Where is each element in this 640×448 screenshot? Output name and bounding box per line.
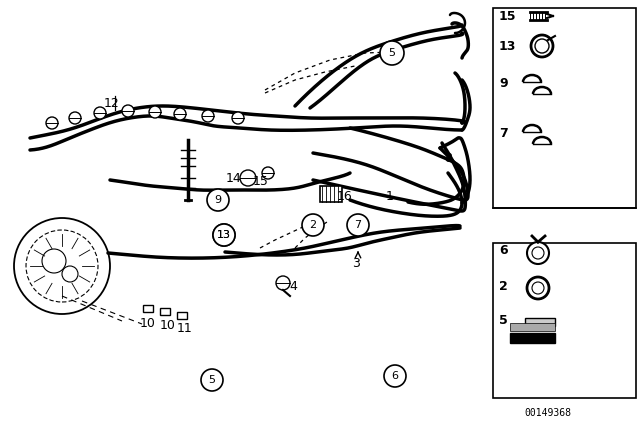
Bar — [143, 305, 153, 311]
Bar — [493, 243, 636, 398]
Bar — [493, 8, 636, 208]
Text: 15: 15 — [253, 175, 269, 188]
Circle shape — [149, 106, 161, 118]
Text: 6: 6 — [392, 371, 399, 381]
Circle shape — [69, 112, 81, 124]
Text: 7: 7 — [499, 126, 508, 139]
Circle shape — [46, 117, 58, 129]
Text: 5: 5 — [388, 48, 396, 58]
Text: 13: 13 — [217, 230, 231, 240]
Text: 5: 5 — [499, 314, 508, 327]
Circle shape — [532, 282, 544, 294]
Text: 4: 4 — [289, 280, 297, 293]
Bar — [177, 311, 187, 319]
Bar — [510, 323, 555, 331]
Circle shape — [94, 107, 106, 119]
Text: 2: 2 — [499, 280, 508, 293]
Circle shape — [202, 110, 214, 122]
Bar — [160, 307, 170, 314]
Text: 13: 13 — [217, 230, 231, 240]
Circle shape — [213, 224, 235, 246]
Circle shape — [306, 219, 320, 233]
Circle shape — [380, 41, 404, 65]
Text: 13: 13 — [499, 39, 516, 52]
Polygon shape — [525, 318, 555, 326]
Circle shape — [347, 214, 369, 236]
Circle shape — [527, 242, 549, 264]
Text: 7: 7 — [355, 220, 362, 230]
Circle shape — [232, 112, 244, 124]
Bar — [320, 186, 342, 202]
Text: 2: 2 — [309, 220, 317, 230]
Circle shape — [201, 369, 223, 391]
Text: 16: 16 — [337, 190, 353, 202]
Circle shape — [532, 247, 544, 259]
Circle shape — [527, 277, 549, 299]
Bar — [510, 333, 555, 343]
Text: 9: 9 — [499, 77, 508, 90]
Circle shape — [262, 167, 274, 179]
Circle shape — [122, 105, 134, 117]
Text: 15: 15 — [499, 9, 516, 22]
Text: 6: 6 — [499, 244, 508, 257]
Circle shape — [384, 365, 406, 387]
Circle shape — [174, 108, 186, 120]
Text: 12: 12 — [104, 96, 120, 109]
Circle shape — [276, 276, 290, 290]
Text: 8: 8 — [444, 151, 452, 164]
Text: 9: 9 — [214, 195, 221, 205]
Text: 10: 10 — [140, 316, 156, 329]
Text: 00149368: 00149368 — [525, 408, 572, 418]
Text: 3: 3 — [352, 257, 360, 270]
Text: 11: 11 — [177, 322, 193, 335]
Circle shape — [535, 39, 549, 53]
Circle shape — [531, 35, 553, 57]
Text: 10: 10 — [160, 319, 176, 332]
Circle shape — [207, 189, 229, 211]
Text: 1: 1 — [386, 190, 394, 202]
Circle shape — [351, 219, 365, 233]
Circle shape — [240, 170, 256, 186]
Circle shape — [213, 224, 235, 246]
Circle shape — [302, 214, 324, 236]
Text: 5: 5 — [209, 375, 216, 385]
Text: 14: 14 — [226, 172, 242, 185]
